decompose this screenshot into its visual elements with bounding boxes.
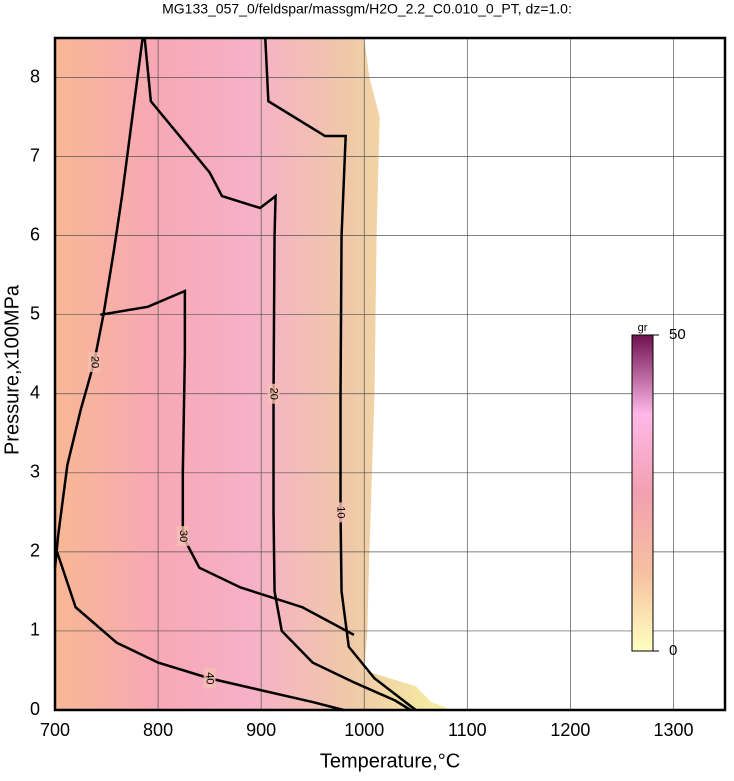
plot-frame xyxy=(53,36,727,712)
x-tick-label: 1000 xyxy=(344,720,384,740)
x-tick-label: 1300 xyxy=(653,720,693,740)
colorbar-tick-label: 0 xyxy=(669,642,677,659)
contour-label: 20 xyxy=(268,388,280,400)
y-tick-label: 0 xyxy=(30,699,40,719)
x-tick-label: 1200 xyxy=(550,720,590,740)
x-tick-label: 800 xyxy=(143,720,173,740)
contour-line xyxy=(264,37,417,711)
contour-label: 40 xyxy=(204,672,216,684)
field xyxy=(55,38,447,710)
colorbar xyxy=(631,334,654,652)
x-axis-label: Temperature,°C xyxy=(320,750,460,772)
contour-label: 20 xyxy=(88,356,100,368)
contour-label-bg xyxy=(267,383,280,404)
contour-label-bg xyxy=(203,668,216,689)
colorbar-label: gr xyxy=(638,322,648,334)
contour-line xyxy=(55,551,344,712)
x-tick-label: 700 xyxy=(40,720,70,740)
chart-title: MG133_057_0/feldspar/massgm/H2O_2.2_C0.0… xyxy=(162,1,572,17)
contour-line xyxy=(100,289,355,636)
x-tick-label: 900 xyxy=(246,720,276,740)
y-tick-label: 6 xyxy=(30,224,40,244)
y-tick-label: 8 xyxy=(30,66,40,86)
x-tick-label: 1100 xyxy=(448,720,487,740)
contour-label: 30 xyxy=(177,530,189,542)
contour-label-bg xyxy=(176,526,189,547)
y-tick-label: 1 xyxy=(30,620,40,640)
y-tick-label: 7 xyxy=(30,145,40,165)
colorbar-tick-label: 50 xyxy=(669,326,686,343)
y-tick-label: 4 xyxy=(30,383,40,403)
contour-label: 10 xyxy=(335,506,347,518)
y-axis-label: Pressure,x100MPa xyxy=(1,284,23,455)
y-tick-label: 2 xyxy=(30,541,40,561)
y-tick-label: 5 xyxy=(30,303,40,323)
contour-label-bg xyxy=(88,352,101,373)
contour-line xyxy=(53,37,144,568)
contour-label-bg xyxy=(334,502,347,523)
y-tick-label: 3 xyxy=(30,462,40,482)
